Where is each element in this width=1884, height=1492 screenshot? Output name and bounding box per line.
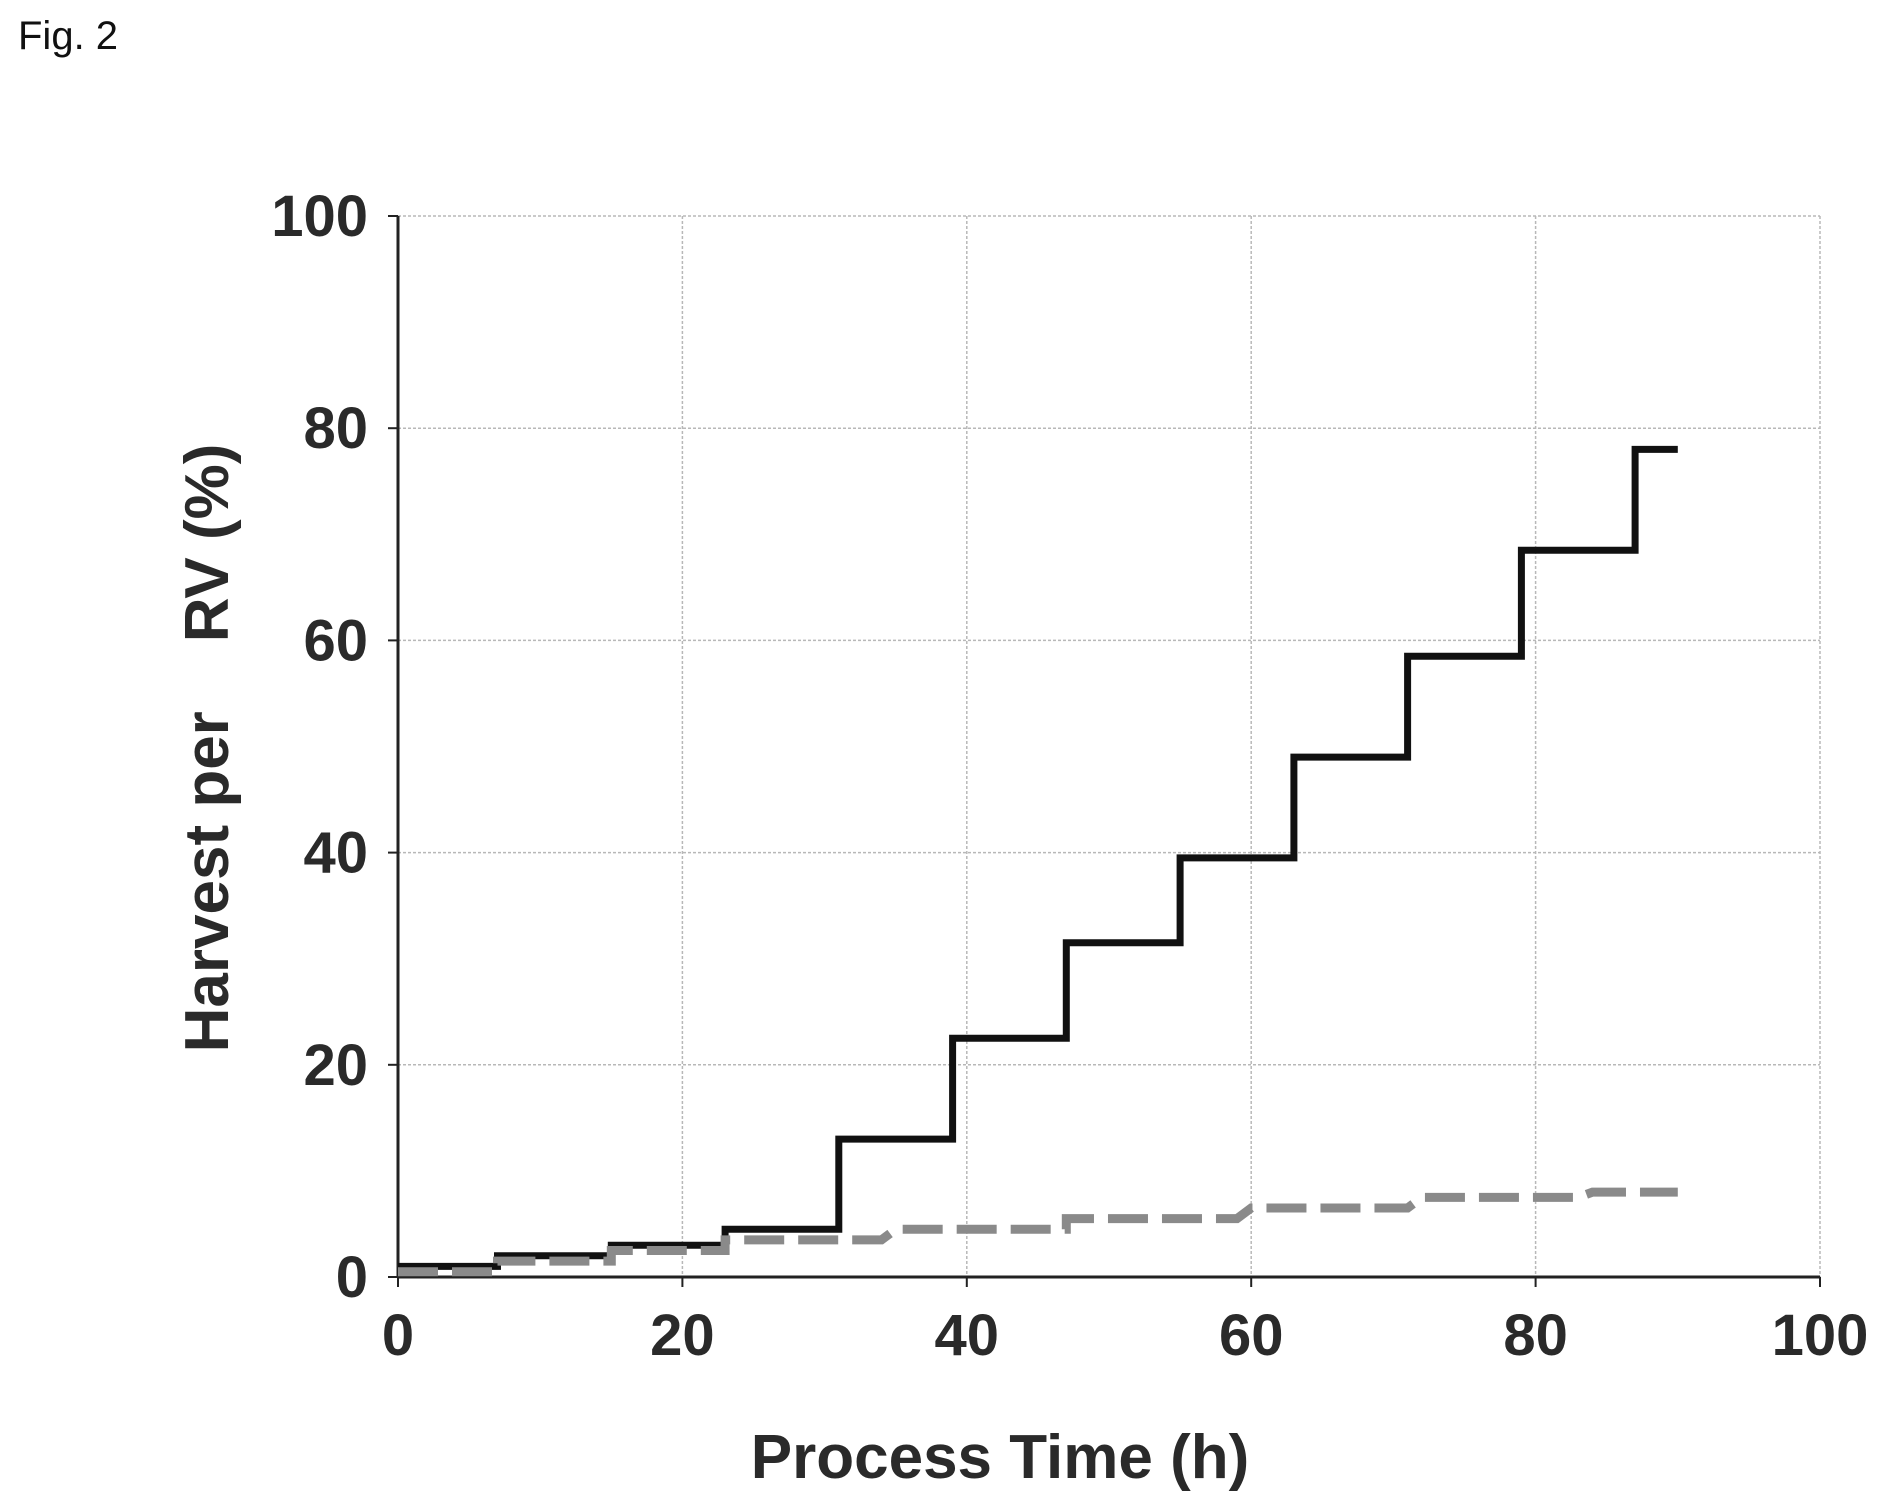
x-tick-label: 40 — [935, 1303, 1000, 1368]
y-axis-ticks: 0 20 40 60 80 100 — [271, 184, 398, 1310]
x-axis-ticks: 0 20 40 60 80 100 — [382, 1277, 1869, 1368]
y-tick-label: 100 — [271, 184, 368, 249]
plot-frame — [396, 216, 1820, 1279]
series-dashed-line — [398, 1187, 1678, 1277]
series-solid-line — [398, 445, 1678, 1270]
x-tick-label: 80 — [1503, 1303, 1568, 1368]
y-tick-label: 40 — [303, 821, 368, 886]
x-tick-label: 60 — [1219, 1303, 1284, 1368]
x-tick-label: 20 — [650, 1303, 715, 1368]
x-tick-label: 100 — [1772, 1303, 1869, 1368]
series-layer — [398, 445, 1678, 1277]
x-axis-title: Process Time (h) — [751, 1423, 1249, 1492]
figure-label: Fig. 2 — [18, 14, 119, 58]
y-axis-title: Harvest per RV (%) — [173, 444, 242, 1053]
x-tick-label: 0 — [382, 1303, 414, 1368]
grid-lines — [397, 215, 1821, 1278]
y-tick-label: 20 — [303, 1033, 368, 1098]
y-tick-label: 60 — [303, 608, 368, 673]
y-tick-label: 80 — [303, 396, 368, 461]
y-tick-label: 0 — [336, 1245, 368, 1310]
